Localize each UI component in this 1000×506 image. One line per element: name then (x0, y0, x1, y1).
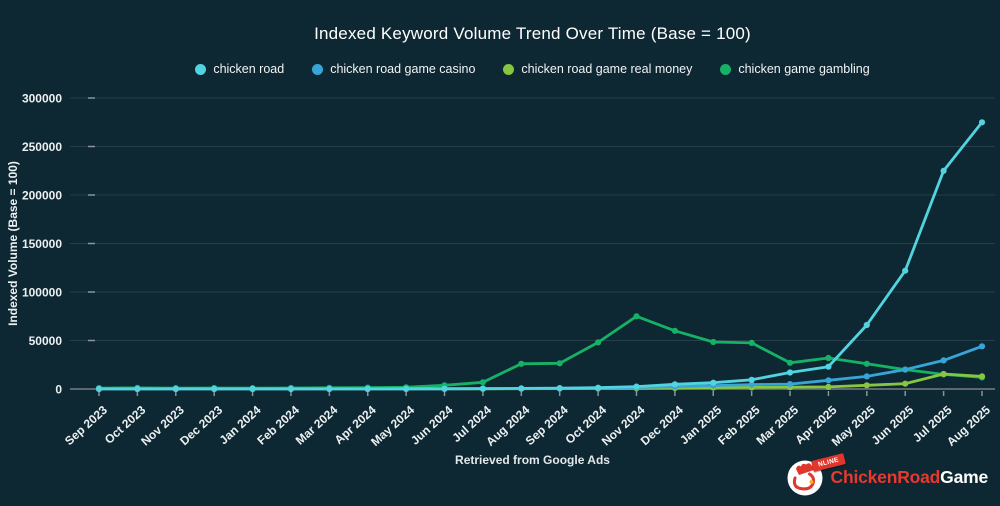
series-dot-icon (720, 63, 732, 75)
legend-label: chicken road (213, 62, 285, 76)
brand-name-primary: ChickenRoad (830, 466, 941, 487)
legend-label: chicken game gambling (738, 62, 870, 76)
svg-text:Mar 2024: Mar 2024 (293, 403, 341, 448)
svg-text:Jun 2025: Jun 2025 (869, 403, 917, 448)
svg-text:Aug 2025: Aug 2025 (944, 403, 993, 449)
chart-source-caption: Retrieved from Google Ads (455, 453, 610, 467)
series-dot-icon (312, 63, 324, 75)
svg-text:May 2024: May 2024 (368, 403, 417, 449)
legend-item-chicken-road-game-casino[interactable]: chicken road game casino (312, 62, 475, 76)
series-dot-icon (503, 63, 515, 75)
svg-text:Mar 2025: Mar 2025 (754, 403, 802, 448)
svg-text:Dec 2023: Dec 2023 (177, 403, 225, 448)
legend-label: chicken road game real money (521, 62, 693, 76)
svg-text:200000: 200000 (22, 189, 62, 203)
series-dot-icon (195, 63, 207, 75)
svg-text:300000: 300000 (22, 92, 62, 106)
svg-text:150000: 150000 (22, 237, 62, 251)
svg-text:0: 0 (55, 383, 62, 397)
svg-text:May 2025: May 2025 (829, 403, 878, 449)
svg-text:50000: 50000 (29, 334, 63, 348)
svg-text:Dec 2024: Dec 2024 (638, 403, 686, 448)
svg-text:Sep 2023: Sep 2023 (62, 403, 110, 448)
brand-name-secondary: Game (940, 466, 988, 487)
chicken-logo-icon: NLINE (785, 453, 846, 497)
brand-name: ChickenRoadGame (830, 466, 989, 488)
svg-text:250000: 250000 (22, 140, 62, 154)
chart-legend: chicken road chicken road game casino ch… (70, 62, 995, 76)
legend-item-chicken-game-gambling[interactable]: chicken game gambling (720, 62, 870, 76)
svg-text:Indexed Volume (Base = 100): Indexed Volume (Base = 100) (6, 161, 20, 326)
brand-logo[interactable]: NLINE ChickenRoadGame (785, 453, 989, 498)
svg-text:Aug 2024: Aug 2024 (483, 403, 532, 449)
legend-label: chicken road game casino (330, 62, 476, 76)
legend-item-chicken-road-game-real-money[interactable]: chicken road game real money (503, 62, 692, 76)
svg-text:Jun 2024: Jun 2024 (408, 403, 456, 448)
svg-text:Sep 2024: Sep 2024 (523, 403, 571, 448)
svg-text:100000: 100000 (22, 286, 62, 300)
chart-title: Indexed Keyword Volume Trend Over Time (… (314, 24, 751, 43)
legend-item-chicken-road[interactable]: chicken road (195, 62, 284, 76)
